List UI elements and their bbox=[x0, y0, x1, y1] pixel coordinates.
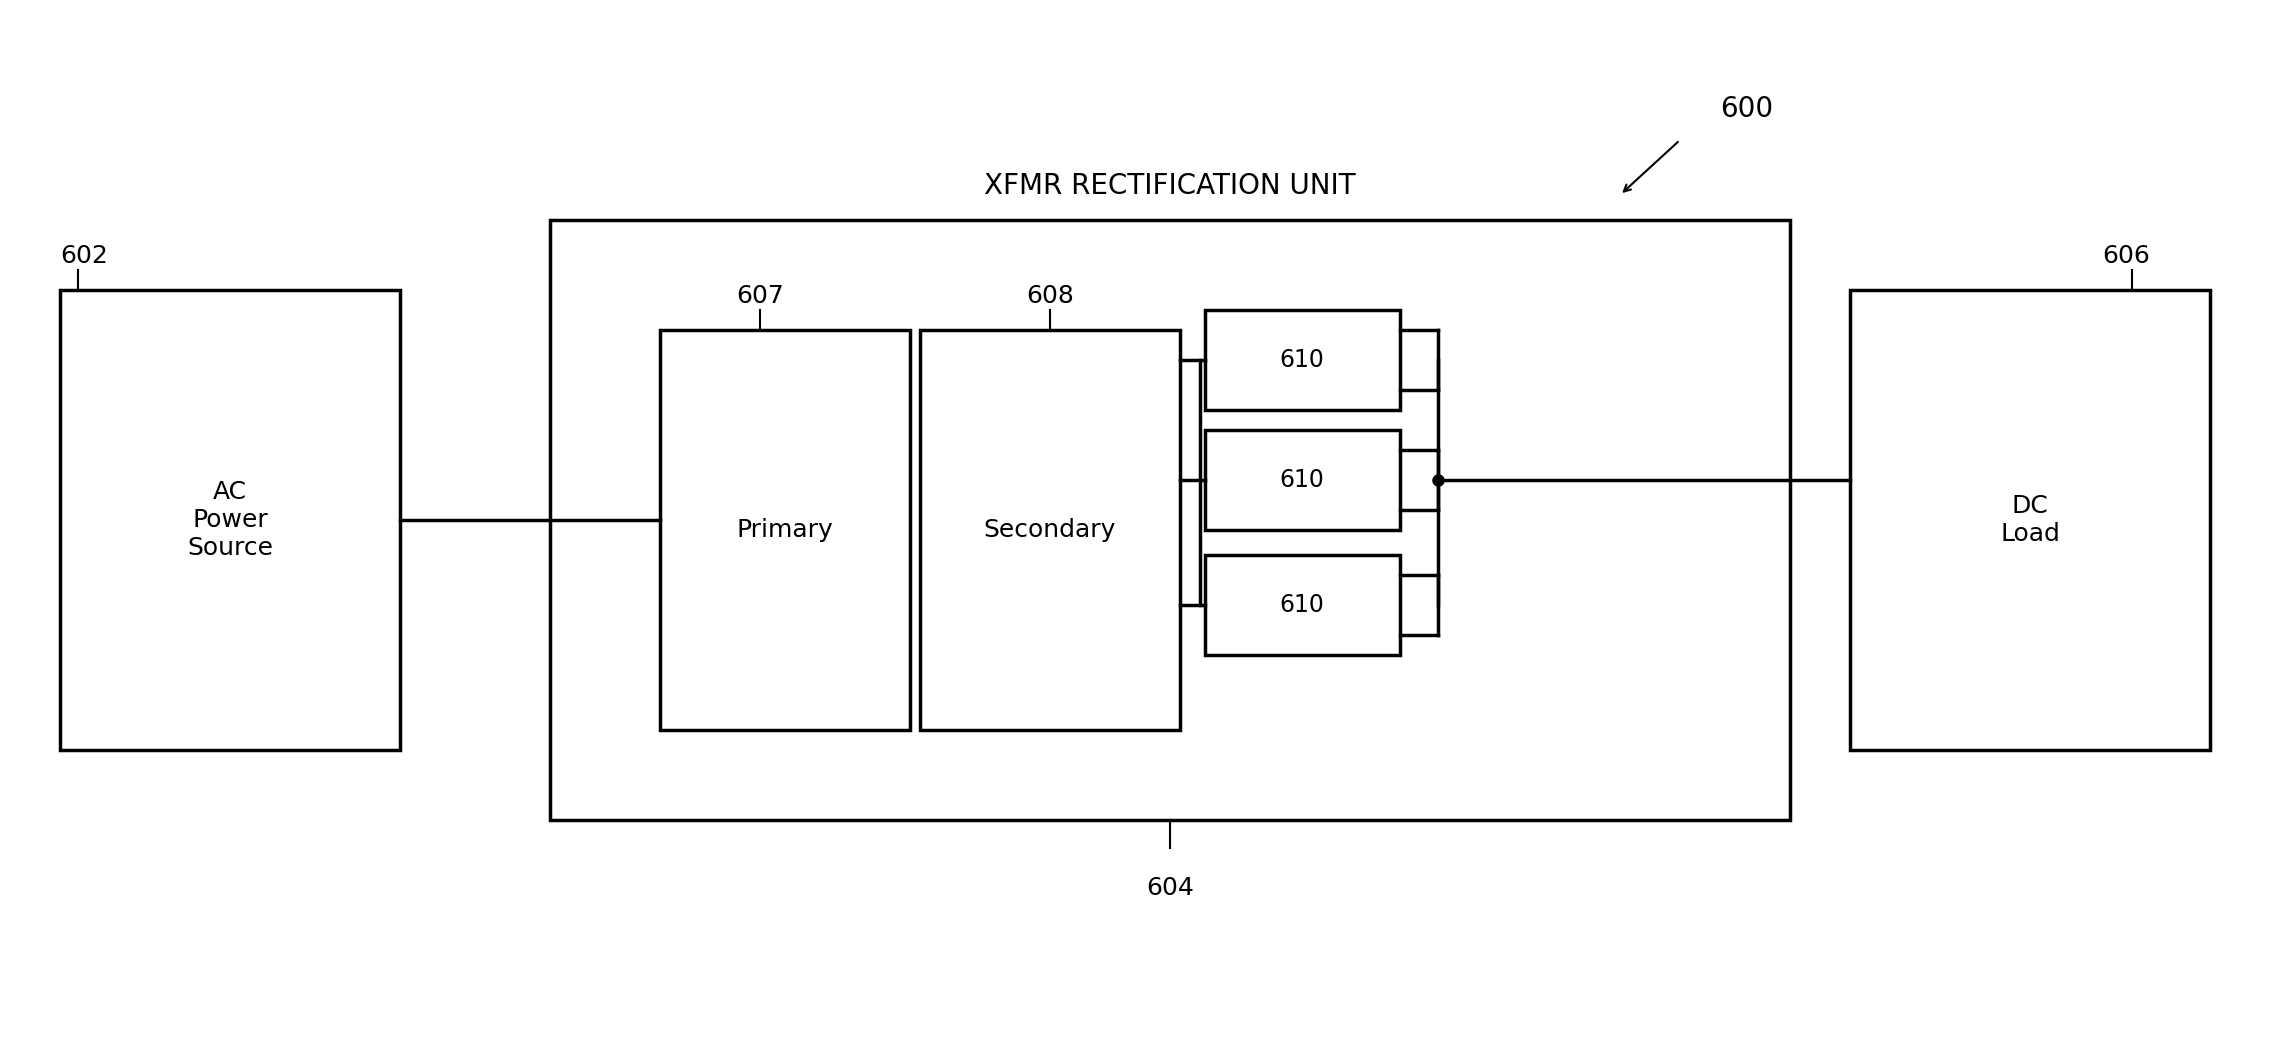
Bar bbox=[1206, 555, 1401, 655]
Bar bbox=[550, 220, 1791, 820]
Bar bbox=[1206, 430, 1401, 530]
Text: AC
Power
Source: AC Power Source bbox=[188, 480, 273, 560]
Bar bbox=[1850, 290, 2210, 750]
Text: 610: 610 bbox=[1279, 468, 1325, 492]
Text: Secondary: Secondary bbox=[984, 518, 1117, 542]
Text: 604: 604 bbox=[1146, 876, 1195, 900]
Bar bbox=[1206, 310, 1401, 410]
Text: 600: 600 bbox=[1720, 95, 1772, 123]
Text: 607: 607 bbox=[736, 284, 784, 308]
Text: DC
Load: DC Load bbox=[1999, 494, 2059, 545]
Text: Primary: Primary bbox=[736, 518, 832, 542]
Bar bbox=[919, 330, 1181, 730]
Text: 602: 602 bbox=[60, 244, 108, 268]
Text: XFMR RECTIFICATION UNIT: XFMR RECTIFICATION UNIT bbox=[984, 172, 1355, 200]
Text: 606: 606 bbox=[2103, 244, 2151, 268]
Text: 610: 610 bbox=[1279, 348, 1325, 372]
Bar bbox=[660, 330, 910, 730]
Bar bbox=[60, 290, 399, 750]
Text: 610: 610 bbox=[1279, 593, 1325, 617]
Text: 608: 608 bbox=[1025, 284, 1073, 308]
